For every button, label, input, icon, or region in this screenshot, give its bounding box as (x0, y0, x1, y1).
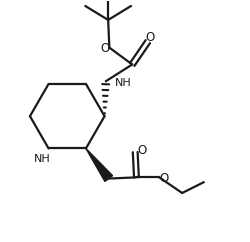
Text: NH: NH (34, 154, 51, 164)
Text: O: O (159, 172, 168, 185)
Text: O: O (100, 42, 110, 55)
Text: O: O (137, 144, 146, 157)
Polygon shape (86, 149, 113, 182)
Text: O: O (145, 31, 154, 44)
Text: NH: NH (115, 78, 132, 88)
